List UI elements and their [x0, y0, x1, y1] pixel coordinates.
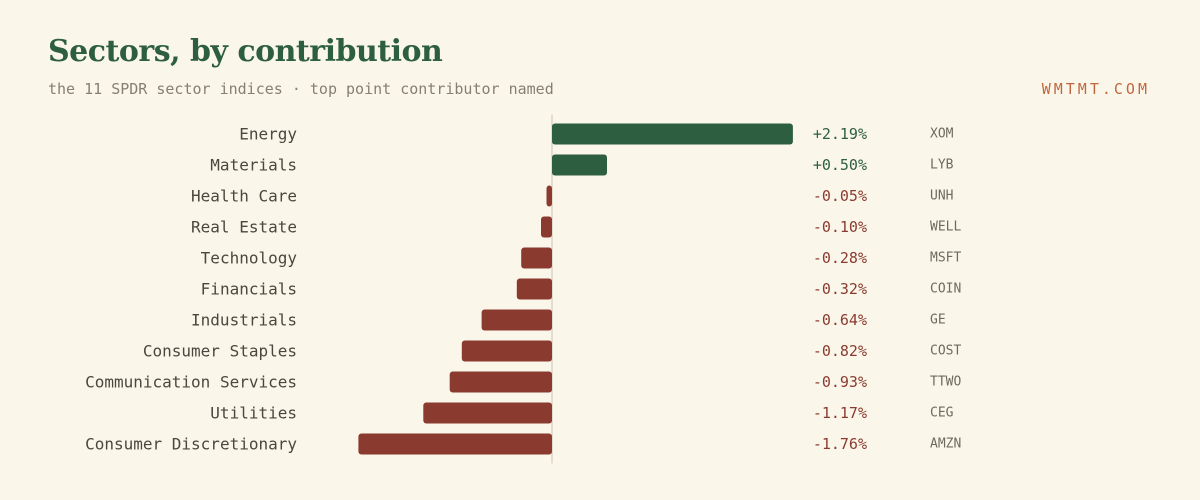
category-label: Real Estate — [191, 218, 297, 237]
category-label: Health Care — [191, 187, 297, 206]
ticker-label: WELL — [930, 220, 961, 235]
bar-real-estate — [541, 216, 552, 238]
value-label: -0.32% — [813, 280, 867, 298]
ticker-label: XOM — [930, 127, 954, 142]
chart-subtitle: the 11 SPDR sector indices · top point c… — [48, 80, 554, 98]
ticker-label: COST — [930, 344, 961, 359]
category-label: Technology — [201, 249, 298, 268]
value-labels: +2.19% +0.50% -0.05% -0.10% -0.28% -0.32% -0.6… — [813, 125, 867, 453]
category-label: Materials — [210, 156, 297, 175]
category-label: Communication Services — [85, 373, 297, 392]
ticker-label: CEG — [930, 406, 954, 421]
value-label: -1.76% — [813, 435, 867, 453]
ticker-label: TTWO — [930, 375, 961, 390]
chart-title: Sectors, by contribution — [48, 34, 443, 69]
ticker-label: MSFT — [930, 251, 961, 266]
ticker-label: GE — [930, 313, 946, 328]
category-label: Consumer Staples — [143, 342, 297, 361]
category-label: Consumer Discretionary — [85, 435, 297, 454]
ticker-label: UNH — [930, 189, 953, 204]
bar-materials — [552, 154, 607, 176]
bar-utilities — [423, 402, 552, 424]
category-label: Utilities — [210, 404, 297, 423]
ticker-label: COIN — [930, 282, 961, 297]
ticker-label: LYB — [930, 158, 954, 173]
category-labels: Energy Materials Health Care Real Estate Tec… — [85, 125, 297, 454]
bar-financials — [516, 278, 552, 300]
value-label: -0.05% — [813, 187, 867, 205]
bar-energy — [552, 123, 793, 145]
value-label: -0.93% — [813, 373, 867, 391]
value-label: -1.17% — [813, 404, 867, 422]
value-label: -0.28% — [813, 249, 867, 267]
category-label: Energy — [239, 125, 297, 144]
value-label: -0.10% — [813, 218, 867, 236]
bar-consumer-discretionary — [358, 433, 552, 455]
category-label: Financials — [201, 280, 297, 299]
brand-link[interactable]: WMTMT.COM — [1041, 80, 1150, 98]
bar-industrials — [481, 309, 552, 331]
bar-consumer-staples — [461, 340, 552, 362]
bar-technology — [521, 247, 552, 269]
value-label: +0.50% — [813, 156, 867, 174]
category-label: Industrials — [191, 311, 297, 330]
value-label: +2.19% — [813, 125, 867, 143]
value-label: -0.64% — [813, 311, 867, 329]
bar-communication-services — [449, 371, 552, 393]
ticker-label: AMZN — [930, 437, 961, 452]
ticker-labels: XOM LYB UNH WELL MSFT COIN GE COST TTWO CEG AMZN — [930, 127, 961, 452]
value-label: -0.82% — [813, 342, 867, 360]
bars-group — [358, 123, 793, 455]
bar-health-care — [546, 185, 552, 207]
